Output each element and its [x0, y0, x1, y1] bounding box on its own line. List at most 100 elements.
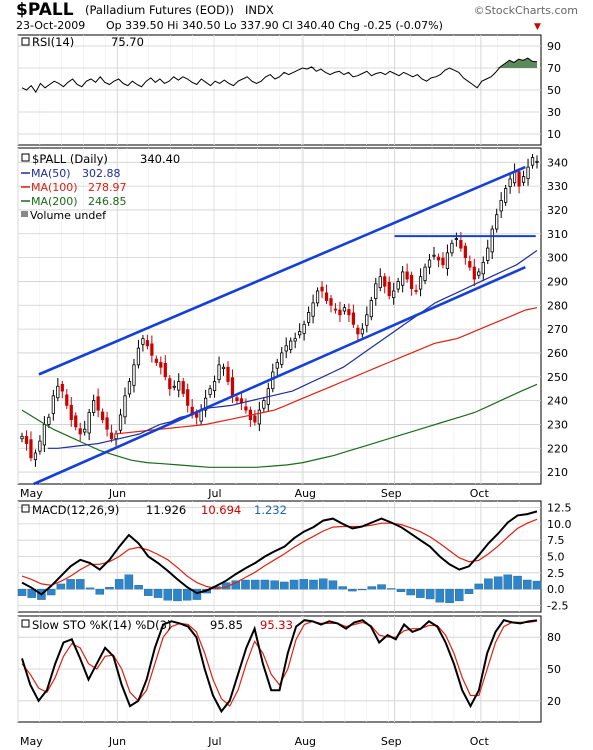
price-candle [60, 383, 64, 392]
price-candle [472, 266, 476, 280]
price-candle [418, 276, 423, 290]
rsi-value: 75.70 [111, 35, 144, 49]
sto-k-value: 95.85 [210, 618, 243, 632]
macd-histogram-bar [348, 588, 357, 592]
price-candle [454, 238, 459, 240]
price-candle [217, 364, 221, 381]
price-candle [42, 424, 47, 446]
price-tick-label: 210 [547, 466, 568, 479]
date-label: 23-Oct-2009 [16, 19, 85, 32]
rsi-line [21, 57, 538, 94]
price-candle [74, 415, 78, 428]
macd-value: 11.926 [146, 503, 186, 517]
macd-histogram-bar [241, 579, 250, 590]
macd-histogram-bar [76, 579, 85, 590]
rsi-tick-label: 30 [547, 106, 561, 119]
price-candle [356, 327, 360, 335]
price-candle [141, 338, 145, 345]
macd-histogram-bar [338, 586, 347, 590]
macd-tick-label: -2.5 [547, 599, 568, 612]
x-month-label: Sep [381, 735, 402, 748]
macd-histogram-bar [289, 579, 299, 590]
rsi-legend: RSI(14) 75.70 [21, 35, 144, 49]
price-candle [47, 416, 51, 425]
macd-tick-label: 10.0 [547, 518, 572, 531]
price-candle [177, 381, 181, 391]
macd-histogram-bar [153, 588, 163, 598]
macd-histogram-bar [416, 588, 425, 598]
price-candle [123, 395, 127, 418]
price-candle [65, 394, 69, 406]
quote-line: Op 339.50 Hi 340.50 Lo 337.90 Cl 340.40 … [106, 19, 443, 32]
macd-panel: -2.5 0.0 2.5 5.0 7.5 10.0 12.5 [17, 500, 572, 613]
rsi-panel: 10 30 50 70 90 [17, 34, 561, 146]
price-candle [347, 309, 351, 316]
macd-histogram-bar [299, 579, 309, 590]
price-candle [459, 240, 463, 249]
price-candle [436, 256, 441, 261]
macd-histogram-bar [474, 583, 483, 590]
x-month-label: May [20, 735, 43, 748]
price-candle [351, 312, 356, 325]
macd-histogram-bar [85, 587, 95, 590]
price-candle [114, 433, 118, 440]
macd-histogram-bar [406, 588, 415, 596]
price-candle [526, 166, 530, 179]
price-candle [208, 388, 212, 395]
x-month-label: Jun [108, 735, 126, 748]
price-candle [262, 400, 266, 409]
price-candle [378, 276, 382, 289]
price-candle [221, 366, 226, 370]
macd-histogram-bar [396, 588, 406, 592]
price-candle [127, 381, 132, 395]
macd-histogram-bar [503, 574, 513, 590]
price-candle [100, 411, 105, 421]
price-candle [530, 157, 535, 166]
price-tick-label: 220 [547, 442, 568, 455]
x-month-label: Jul [207, 735, 221, 748]
price-tick-label: 330 [547, 180, 568, 193]
macd-tick-label: 2.5 [547, 567, 565, 580]
symbol-name: (Palladium Futures (EOD)) [85, 3, 234, 17]
price-candle [338, 309, 342, 316]
macd-histogram-bar [231, 580, 241, 590]
price-tick-label: 300 [547, 252, 568, 265]
price-candle [374, 283, 378, 300]
price-tick-label: 290 [547, 275, 568, 288]
price-candle [414, 290, 418, 292]
price-candle [427, 259, 432, 268]
price-candle [159, 362, 163, 368]
price-candle [432, 254, 436, 257]
price-tick-label: 320 [547, 204, 568, 217]
symbol-title: $PALL [16, 0, 74, 20]
macd-label: MACD(12,26,9) [32, 503, 119, 517]
sto-tick-label: 80 [547, 631, 561, 644]
macd-histogram-bar [280, 581, 289, 590]
macd-histogram-bar [328, 580, 338, 590]
price-candle [109, 432, 114, 440]
price-candle [409, 274, 414, 289]
price-candle [136, 347, 141, 366]
sto-tick-label: 20 [547, 695, 561, 708]
x-month-label: Oct [470, 735, 490, 748]
ma100-label: MA(100) [31, 181, 78, 194]
macd-histogram-bar [386, 588, 396, 590]
price-candle [118, 414, 123, 431]
price-tick-label: 260 [547, 347, 568, 360]
macd-histogram-bar [182, 588, 192, 601]
price-candle [172, 385, 176, 388]
price-candle [280, 352, 284, 365]
macd-histogram-bar [46, 588, 56, 596]
macd-histogram-bar [318, 578, 328, 590]
macd-line [21, 510, 538, 596]
price-candle [396, 281, 400, 290]
macd-histogram-bar [173, 588, 182, 602]
x-month-label: Jul [207, 487, 221, 500]
price-candle [181, 381, 185, 394]
price-candle [284, 345, 288, 352]
macd-histogram-bar [435, 588, 445, 603]
ma200-value: 246.85 [88, 195, 127, 208]
price-candle [226, 366, 230, 382]
macd-tick-label: 7.5 [547, 534, 565, 547]
price-candle [56, 385, 60, 399]
